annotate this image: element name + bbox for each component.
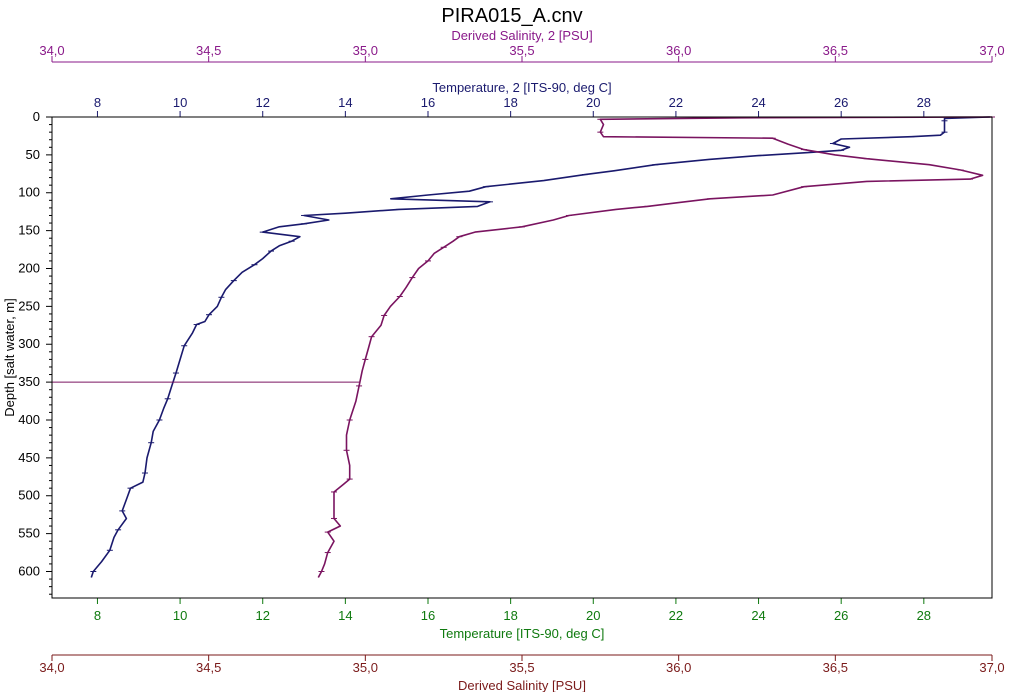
depth-tick-label: 150 xyxy=(18,223,40,238)
depth-tick-label: 350 xyxy=(18,374,40,389)
bottom-temperature-tick-label: 20 xyxy=(586,608,600,623)
top-temperature-tick-label: 22 xyxy=(669,95,683,110)
top-temperature-axis-title: Temperature, 2 [ITS-90, deg C] xyxy=(432,80,611,95)
bottom-temperature-tick-label: 18 xyxy=(503,608,517,623)
chart-title: PIRA015_A.cnv xyxy=(441,5,582,27)
bottom-temperature-tick-label: 10 xyxy=(173,608,187,623)
bottom-salinity-tick-label: 36,0 xyxy=(666,660,691,675)
top-salinity-tick-label: 36,0 xyxy=(666,43,691,58)
depth-tick-label: 50 xyxy=(26,147,40,162)
top-temperature-tick-label: 28 xyxy=(917,95,931,110)
bottom-temperature-axis-title: Temperature [ITS-90, deg C] xyxy=(440,626,605,641)
top-temperature-tick-label: 20 xyxy=(586,95,600,110)
depth-tick-label: 450 xyxy=(18,450,40,465)
top-salinity-tick-label: 37,0 xyxy=(979,43,1004,58)
bottom-salinity-tick-label: 36,5 xyxy=(823,660,848,675)
salinity-profile-line xyxy=(317,116,993,578)
depth-tick-label: 200 xyxy=(18,260,40,275)
top-temperature-tick-label: 10 xyxy=(173,95,187,110)
depth-tick-label: 550 xyxy=(18,526,40,541)
bottom-temperature-tick-label: 28 xyxy=(917,608,931,623)
top-temperature-tick-label: 18 xyxy=(503,95,517,110)
top-salinity-axis-title: Derived Salinity, 2 [PSU] xyxy=(451,28,592,43)
depth-tick-label: 100 xyxy=(18,185,40,200)
bottom-temperature-tick-label: 24 xyxy=(751,608,765,623)
top-salinity-tick-label: 34,0 xyxy=(39,43,64,58)
bottom-salinity-tick-label: 34,0 xyxy=(39,660,64,675)
depth-tick-label: 400 xyxy=(18,412,40,427)
top-salinity-tick-label: 35,0 xyxy=(353,43,378,58)
bottom-temperature-tick-label: 16 xyxy=(421,608,435,623)
top-salinity-tick-label: 34,5 xyxy=(196,43,221,58)
bottom-salinity-tick-label: 35,0 xyxy=(353,660,378,675)
bottom-temperature-tick-label: 22 xyxy=(669,608,683,623)
top-temperature-tick-label: 26 xyxy=(834,95,848,110)
depth-tick-label: 250 xyxy=(18,298,40,313)
top-temperature-tick-label: 8 xyxy=(94,95,101,110)
series-layer xyxy=(52,116,995,578)
top-temperature-tick-label: 24 xyxy=(751,95,765,110)
bottom-temperature-tick-label: 12 xyxy=(255,608,269,623)
bottom-salinity-tick-label: 35,5 xyxy=(509,660,534,675)
depth-tick-label: 500 xyxy=(18,488,40,503)
bottom-salinity-tick-label: 34,5 xyxy=(196,660,221,675)
bottom-temperature-tick-label: 26 xyxy=(834,608,848,623)
temperature-profile-line xyxy=(90,116,990,578)
plot-frame xyxy=(51,116,993,599)
top-temperature-tick-label: 16 xyxy=(421,95,435,110)
bottom-temperature-tick-label: 14 xyxy=(338,608,352,623)
depth-tick-label: 600 xyxy=(18,563,40,578)
depth-axis-title: Depth [salt water, m] xyxy=(2,298,17,417)
top-temperature-tick-label: 12 xyxy=(255,95,269,110)
top-temperature-tick-label: 14 xyxy=(338,95,352,110)
top-salinity-tick-label: 36,5 xyxy=(823,43,848,58)
bottom-salinity-tick-label: 37,0 xyxy=(979,660,1004,675)
bottom-salinity-axis-title: Derived Salinity [PSU] xyxy=(458,678,586,692)
depth-tick-label: 0 xyxy=(33,109,40,124)
top-salinity-tick-label: 35,5 xyxy=(509,43,534,58)
bottom-temperature-tick-label: 8 xyxy=(94,608,101,623)
depth-tick-label: 300 xyxy=(18,336,40,351)
